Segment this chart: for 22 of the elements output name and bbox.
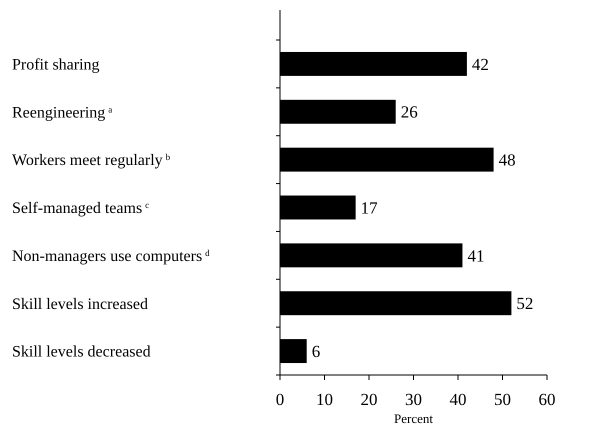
x-tick-label: 30 [405, 390, 422, 409]
data-label: 52 [516, 294, 534, 314]
y-tick-label: Skill levels decreased [12, 344, 151, 361]
y-tick-label: Profit sharing [12, 56, 100, 74]
x-tick-label: 0 [276, 390, 284, 409]
x-tick-label: 10 [316, 390, 333, 409]
y-tick-label: Reengineering$^{a}$ [12, 104, 112, 122]
y-tick-label: Workers meet regularly$^{b}$ [12, 152, 171, 170]
data-label: 6 [312, 342, 320, 362]
data-label: 42 [472, 54, 489, 74]
y-tick-label: Non-managers use computers$^{d}$ [12, 248, 210, 265]
x-tick-label: 60 [538, 390, 556, 409]
x-tick-label: 50 [494, 390, 511, 409]
data-label: 17 [360, 198, 378, 218]
x-tick-label: 20 [360, 390, 378, 409]
data-label: 48 [498, 150, 516, 170]
data-label: 26 [400, 102, 418, 122]
x-tick-label: 40 [450, 390, 466, 409]
y-tick-label: Self-managed teams$^{c}$ [12, 200, 150, 218]
x-axis-title: Percent [394, 411, 434, 426]
y-tick-label: Skill levels increased [12, 296, 148, 313]
data-label: 41 [467, 246, 484, 266]
